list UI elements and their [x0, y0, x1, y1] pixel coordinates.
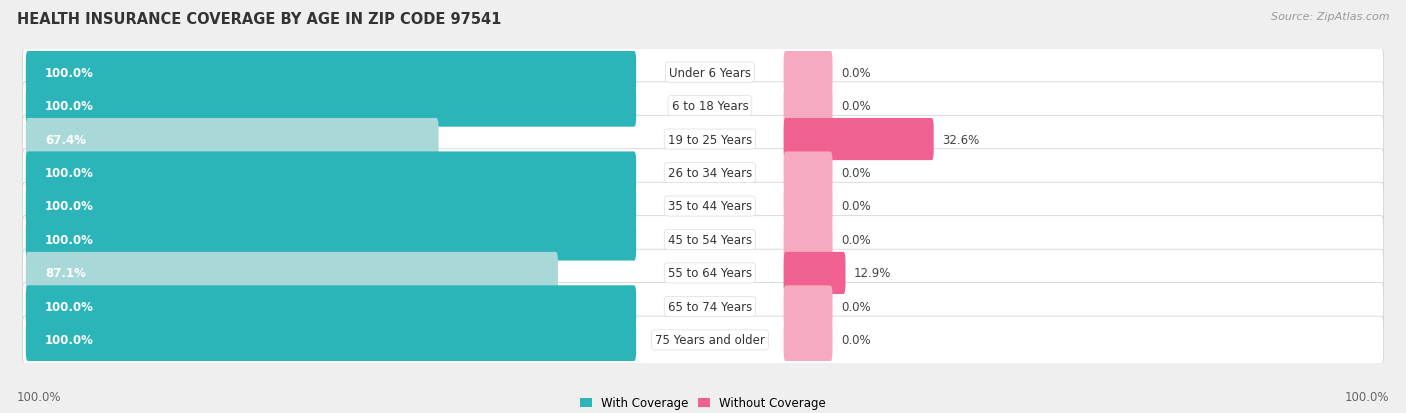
FancyBboxPatch shape: [22, 249, 1384, 297]
Text: 32.6%: 32.6%: [942, 133, 979, 146]
FancyBboxPatch shape: [25, 85, 636, 127]
Text: 87.1%: 87.1%: [45, 267, 86, 280]
FancyBboxPatch shape: [25, 152, 636, 194]
Text: 75 Years and older: 75 Years and older: [655, 334, 765, 347]
FancyBboxPatch shape: [22, 150, 1384, 197]
FancyBboxPatch shape: [22, 83, 1384, 130]
Text: 100.0%: 100.0%: [45, 100, 94, 113]
FancyBboxPatch shape: [783, 85, 832, 127]
FancyBboxPatch shape: [783, 286, 832, 328]
FancyBboxPatch shape: [783, 52, 832, 94]
FancyBboxPatch shape: [25, 319, 636, 361]
Text: 100.0%: 100.0%: [45, 166, 94, 180]
Text: 0.0%: 0.0%: [841, 100, 870, 113]
Text: Source: ZipAtlas.com: Source: ZipAtlas.com: [1271, 12, 1389, 22]
Text: HEALTH INSURANCE COVERAGE BY AGE IN ZIP CODE 97541: HEALTH INSURANCE COVERAGE BY AGE IN ZIP …: [17, 12, 502, 27]
Text: 100.0%: 100.0%: [45, 66, 94, 79]
Text: 6 to 18 Years: 6 to 18 Years: [672, 100, 748, 113]
FancyBboxPatch shape: [22, 116, 1384, 164]
Text: 100.0%: 100.0%: [45, 334, 94, 347]
Text: 35 to 44 Years: 35 to 44 Years: [668, 200, 752, 213]
Text: 0.0%: 0.0%: [841, 200, 870, 213]
Text: 100.0%: 100.0%: [45, 233, 94, 247]
Text: 67.4%: 67.4%: [45, 133, 86, 146]
FancyBboxPatch shape: [25, 185, 636, 228]
FancyBboxPatch shape: [22, 49, 1384, 97]
Text: 100.0%: 100.0%: [17, 390, 62, 403]
Text: Under 6 Years: Under 6 Years: [669, 66, 751, 79]
Legend: With Coverage, Without Coverage: With Coverage, Without Coverage: [575, 392, 831, 413]
Text: 0.0%: 0.0%: [841, 233, 870, 247]
FancyBboxPatch shape: [25, 219, 636, 261]
Text: 100.0%: 100.0%: [45, 200, 94, 213]
FancyBboxPatch shape: [783, 185, 832, 228]
Text: 45 to 54 Years: 45 to 54 Years: [668, 233, 752, 247]
Text: 26 to 34 Years: 26 to 34 Years: [668, 166, 752, 180]
FancyBboxPatch shape: [25, 286, 636, 328]
Text: 0.0%: 0.0%: [841, 300, 870, 313]
FancyBboxPatch shape: [22, 283, 1384, 330]
FancyBboxPatch shape: [22, 216, 1384, 263]
Text: 100.0%: 100.0%: [45, 300, 94, 313]
Text: 19 to 25 Years: 19 to 25 Years: [668, 133, 752, 146]
FancyBboxPatch shape: [783, 152, 832, 194]
Text: 0.0%: 0.0%: [841, 166, 870, 180]
FancyBboxPatch shape: [25, 252, 558, 294]
FancyBboxPatch shape: [22, 316, 1384, 364]
FancyBboxPatch shape: [25, 52, 636, 94]
FancyBboxPatch shape: [783, 252, 845, 294]
FancyBboxPatch shape: [783, 219, 832, 261]
Text: 12.9%: 12.9%: [853, 267, 891, 280]
FancyBboxPatch shape: [25, 119, 439, 161]
FancyBboxPatch shape: [783, 319, 832, 361]
Text: 0.0%: 0.0%: [841, 334, 870, 347]
Text: 55 to 64 Years: 55 to 64 Years: [668, 267, 752, 280]
Text: 0.0%: 0.0%: [841, 66, 870, 79]
Text: 100.0%: 100.0%: [1344, 390, 1389, 403]
Text: 65 to 74 Years: 65 to 74 Years: [668, 300, 752, 313]
FancyBboxPatch shape: [783, 119, 934, 161]
FancyBboxPatch shape: [22, 183, 1384, 230]
